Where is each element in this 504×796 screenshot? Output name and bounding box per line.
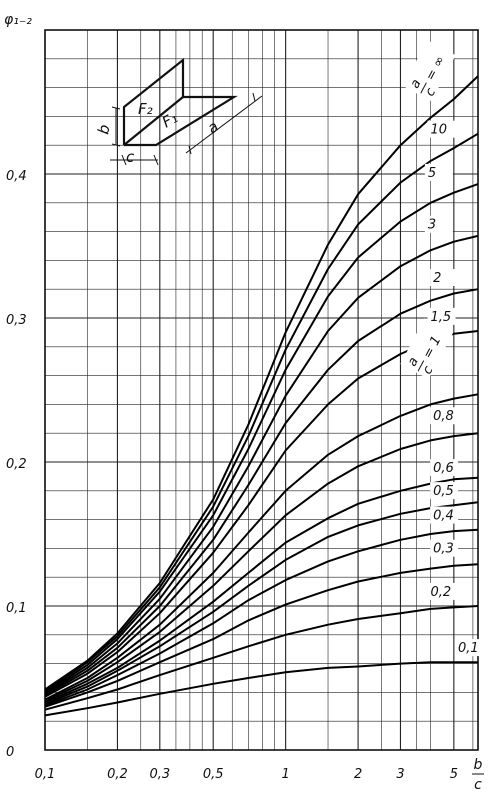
- inset-dim-c-tick-left: [121, 154, 127, 166]
- plot-frame: [44, 29, 479, 751]
- curve-label: 5: [428, 166, 436, 181]
- ratio-label: ac= 1: [400, 318, 453, 380]
- ratio-label-bar: [420, 82, 427, 94]
- series-line: [44, 393, 479, 701]
- series-line: [44, 75, 479, 691]
- ratio-label-bg: [400, 318, 453, 380]
- x-tick-label: 2: [354, 767, 362, 782]
- inset-label-c: c: [126, 148, 135, 166]
- curve-label: 1,5: [431, 310, 452, 325]
- chart-grid: [44, 30, 478, 750]
- series-line: [44, 288, 479, 697]
- inset-dim-a: [185, 95, 263, 154]
- inset-plate-f2-edge: [122, 57, 185, 145]
- series-line: [44, 563, 479, 708]
- curve-label: 0,1: [458, 641, 479, 656]
- curve-label-bg: [454, 639, 483, 657]
- series-line: [44, 528, 479, 707]
- inset-label-b: b: [94, 123, 113, 136]
- curve-label: 0,3: [433, 542, 454, 557]
- inset-label-a: a: [204, 117, 222, 137]
- x-axis-label-num: b: [474, 757, 483, 773]
- inset-label-f2: F₂: [138, 100, 153, 118]
- curve-label-bg: [430, 459, 459, 477]
- y-tick-label: 0,2: [6, 457, 27, 472]
- tick-group: 0,1 0,2 0,3 0,5 1 2 3 500,10,20,30,4φ₁₋₂bc: [4, 12, 484, 793]
- curve-label-bg: [427, 307, 456, 325]
- inset-dim-c-tick-right: [153, 154, 159, 166]
- curve-label-bg: [424, 215, 453, 233]
- x-tick-label: 1: [282, 767, 290, 782]
- curve-label-bg: [430, 407, 459, 425]
- x-tick-label: 3: [396, 767, 404, 782]
- x-tick-label: 0,5: [203, 767, 224, 782]
- series-line: [44, 234, 479, 695]
- label-group: 0,1 0,2 0,3 0,4 0,5 0,6 0,8 1,5 2 3 5 10 ac= 1 ac= ∞: [400, 40, 483, 657]
- x-tick-label: 5: [450, 767, 458, 782]
- inset-dimension-lines: [110, 92, 263, 166]
- x-axis-label-den: c: [474, 777, 482, 793]
- inset-corner-edge: [123, 96, 184, 146]
- x-tick-label: 0,2: [107, 767, 128, 782]
- inset-dim-a-tick-bottom: [188, 145, 192, 155]
- curve-label: 3: [428, 218, 436, 233]
- series-group: [44, 75, 479, 717]
- ratio-label-bar: [417, 360, 425, 372]
- series-line: [44, 605, 479, 711]
- inset-dim-a-tick-top: [252, 92, 256, 102]
- y-tick-label: 0,1: [6, 601, 27, 616]
- series-line: [44, 132, 479, 692]
- inset-label-f1: F₁: [159, 109, 181, 132]
- inset-plate-f1-edge: [124, 95, 238, 147]
- curve-label: 0,6: [433, 461, 454, 476]
- curve-label-bg: [430, 506, 459, 524]
- geometry-inset: F₂ F₁ a b c: [94, 57, 263, 166]
- inset-dim-b-tick-top: [111, 106, 121, 110]
- x-tick-label: 0,1: [35, 767, 56, 782]
- curve-label-bg: [430, 482, 459, 500]
- y-tick-label: 0,3: [6, 313, 27, 328]
- curve-label: 0,5: [433, 484, 454, 499]
- inset-dim-b-tick-bottom: [111, 143, 121, 147]
- y-axis-label: φ₁₋₂: [4, 12, 32, 28]
- curve-label-bg: [427, 582, 456, 600]
- curve-label-bg: [430, 269, 459, 286]
- series-line: [44, 183, 479, 694]
- curve-label: 0,4: [433, 509, 454, 524]
- series-line: [44, 432, 479, 702]
- curve-label-bg: [430, 539, 459, 557]
- ratio-label: ac= ∞: [403, 40, 456, 102]
- y-tick-label: 0: [6, 745, 14, 760]
- curve-label: 0,2: [431, 585, 452, 600]
- curve-label: 2: [433, 271, 441, 286]
- ratio-label-bg: [403, 40, 456, 102]
- curve-label-bg: [424, 163, 453, 181]
- x-tick-label: 0,3: [149, 767, 170, 782]
- curve-label-bg: [427, 120, 456, 138]
- curve-label: 10: [431, 123, 448, 138]
- y-tick-label: 0,4: [6, 169, 27, 184]
- series-line: [44, 661, 478, 717]
- series-line: [44, 501, 479, 705]
- curve-label: 0,8: [433, 409, 454, 424]
